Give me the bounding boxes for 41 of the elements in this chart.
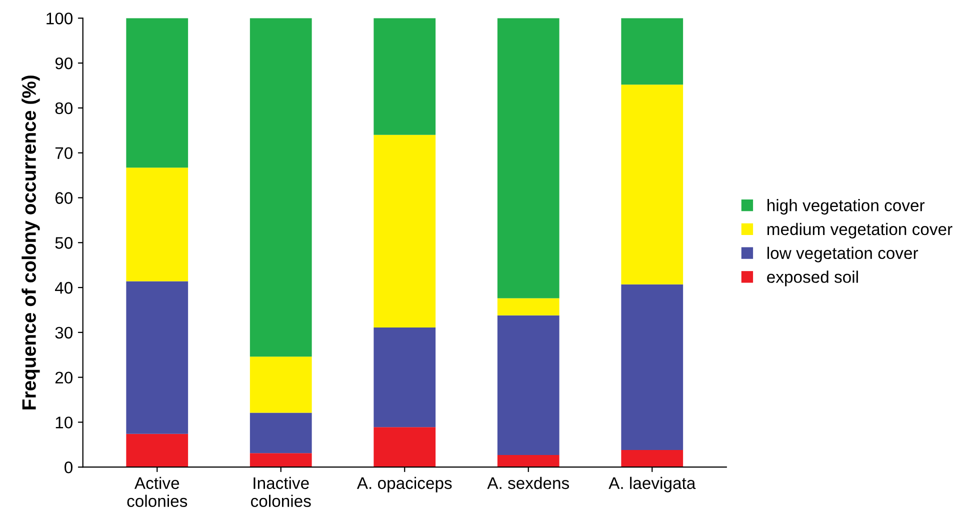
bar xyxy=(621,284,684,450)
bar xyxy=(250,412,312,454)
y-tick-label: 50 xyxy=(55,237,73,249)
y-tick-label: 40 xyxy=(55,282,73,294)
x-tick-label: A. opaciceps xyxy=(356,476,452,492)
bar xyxy=(126,434,188,468)
y-tick-label: 100 xyxy=(46,12,73,24)
bar xyxy=(126,168,188,282)
y-tick-label: 20 xyxy=(55,372,73,384)
y-axis-title: Frequence of colony occurrence (%) xyxy=(22,76,40,410)
y-tick-label: 10 xyxy=(56,416,73,428)
legend-label: exposed soil xyxy=(767,270,858,286)
bar xyxy=(374,427,436,468)
bar xyxy=(126,281,188,434)
bar xyxy=(497,315,560,455)
legend-label: medium vegetation cover xyxy=(767,222,952,238)
bar xyxy=(250,18,312,357)
y-tick-label: 70 xyxy=(55,147,73,160)
legend-label: high vegetation cover xyxy=(768,199,925,215)
y-tick-label: 30 xyxy=(55,326,73,339)
y-tick-label: 80 xyxy=(55,102,73,114)
bar xyxy=(497,298,560,316)
x-tick-label: A. sexdens xyxy=(487,476,570,490)
bar xyxy=(374,18,436,135)
bar xyxy=(374,134,436,328)
bar xyxy=(621,84,684,284)
bar xyxy=(497,18,560,298)
y-tick-label: 0 xyxy=(64,462,72,474)
y-tick-label: 60 xyxy=(55,192,73,204)
x-tick-label: Active colonies xyxy=(127,476,188,508)
bar xyxy=(374,327,436,428)
bar xyxy=(497,454,560,468)
bar xyxy=(126,18,188,168)
bar xyxy=(250,453,312,468)
bar xyxy=(621,450,684,468)
x-tick-label: A. laevigata xyxy=(608,476,696,492)
bar xyxy=(250,356,312,413)
x-tick-label: Inactive colonies xyxy=(251,476,311,508)
bar xyxy=(621,18,684,85)
y-tick-label: 90 xyxy=(55,57,73,70)
legend-label: low vegetation cover xyxy=(767,246,918,262)
